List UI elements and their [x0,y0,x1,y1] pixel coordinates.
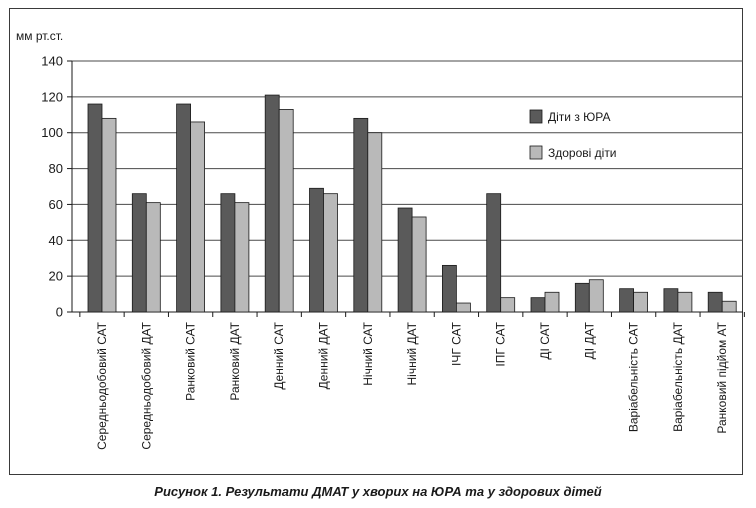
y-tick-label: 100 [41,125,63,140]
bar-series-jra [176,103,192,313]
category-label: ІПГ САТ [494,321,508,366]
category-label: Денний ДАТ [317,321,331,389]
y-tick-label: 0 [56,305,63,320]
bar-series-jra [707,291,723,313]
figure-caption: Рисунок 1. Результати ДМАТ у хворих на Ю… [154,484,602,499]
bar-series-jra [663,288,679,313]
bar-series-healthy [190,121,206,313]
category-label: ДІ ДАТ [582,321,596,359]
bar-series-healthy [500,297,516,313]
bar-series-healthy [544,291,560,313]
bar-series-healthy [677,291,693,313]
bar-series-jra [220,193,236,313]
bar-series-jra [131,193,147,313]
bar-series-jra [397,207,413,313]
bar-series-healthy [721,300,737,313]
category-label: Денний САТ [272,321,286,389]
y-tick-label: 80 [49,161,63,176]
y-tick-label: 40 [49,233,63,248]
legend-label: Здорові діти [548,146,617,160]
bar-series-healthy [411,216,427,313]
bar-series-jra [264,94,280,313]
bar-series-jra [619,288,634,313]
bar-series-healthy [145,202,161,313]
bar-series-healthy [101,117,117,313]
category-label: ІЧГ САТ [449,321,463,366]
y-tick-label: 60 [49,197,63,212]
y-axis-unit-label: мм рт.ст. [16,29,64,43]
bar-series-jra [309,187,324,313]
legend: Діти з ЮРА Здорові діти [529,109,617,160]
bar-series-jra [530,297,546,313]
bar-series-jra [353,117,369,313]
category-label: Варіабельність ДАТ [671,321,685,432]
category-label: Ранковий ДАТ [228,321,242,400]
bar-series-healthy [278,109,294,313]
y-tick-label: 120 [41,89,63,104]
category-label-layer: Середньодобовий САТ Середньодобовий ДАТ Ра… [95,321,729,450]
bar-series-healthy [323,193,338,313]
bar-layer [87,94,737,313]
category-label: Ранковий підйом АТ [715,321,729,433]
bar-series-healthy [633,291,648,313]
bar-series-jra [486,193,502,313]
category-label: Ранковий САТ [184,321,198,401]
category-label: ДІ САТ [538,321,552,359]
bar-series-healthy [588,279,604,313]
bar-series-healthy [367,132,383,313]
bar-series-jra [574,282,590,313]
bar-series-jra [87,103,103,313]
bar-series-healthy [455,302,471,313]
y-tick-label: 20 [49,269,63,284]
legend-swatch [529,145,543,160]
category-label: Середньодобовий САТ [95,321,109,450]
category-label: Нічний ДАТ [405,321,419,385]
category-label: Варіабельність САТ [627,321,641,432]
bar-series-jra [441,264,457,313]
legend-label: Діти з ЮРА [548,110,611,124]
y-tick-label: 140 [41,54,63,69]
bar-series-healthy [234,202,250,313]
legend-swatch [529,109,543,124]
category-label: Середньодобовий ДАТ [139,321,153,449]
category-label: Нічний САТ [361,321,375,385]
